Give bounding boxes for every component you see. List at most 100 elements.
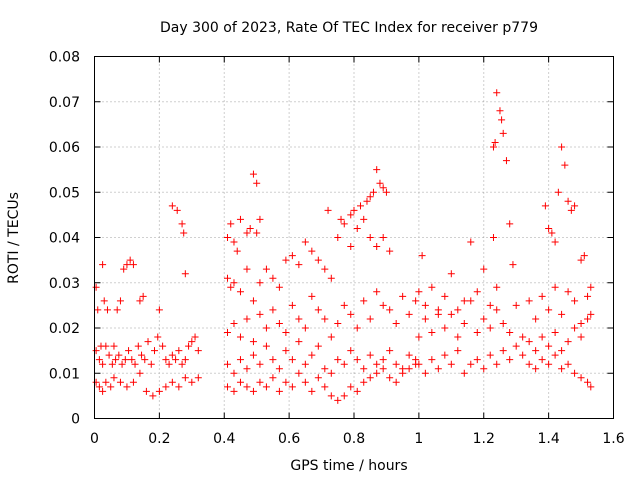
data-point — [340, 360, 348, 368]
data-point — [256, 360, 264, 368]
data-point — [386, 306, 394, 314]
data-point — [551, 329, 559, 337]
data-point — [415, 288, 423, 296]
data-point — [308, 351, 316, 359]
data-point — [92, 283, 100, 291]
data-point — [147, 360, 155, 368]
data-point — [321, 315, 329, 323]
data-point — [340, 301, 348, 309]
data-point — [366, 193, 374, 201]
data-point — [155, 306, 163, 314]
data-point — [172, 356, 180, 364]
data-point — [473, 329, 481, 337]
data-point — [571, 202, 579, 210]
data-point — [577, 256, 585, 264]
data-point — [509, 261, 517, 269]
data-point — [142, 387, 150, 395]
data-point — [149, 392, 157, 400]
data-point — [405, 310, 413, 318]
data-point — [334, 396, 342, 404]
data-point — [110, 374, 118, 382]
data-point — [538, 356, 546, 364]
data-point — [498, 116, 506, 124]
data-point — [269, 356, 277, 364]
data-point — [141, 356, 149, 364]
data-point — [551, 283, 559, 291]
data-point — [275, 387, 283, 395]
data-point — [128, 356, 136, 364]
data-point — [178, 220, 186, 228]
data-point — [418, 252, 426, 260]
data-point — [191, 333, 199, 341]
data-point — [253, 179, 261, 187]
data-point — [131, 360, 139, 368]
data-point — [405, 351, 413, 359]
data-point — [256, 310, 264, 318]
data-point — [499, 129, 507, 137]
data-point — [227, 220, 235, 228]
data-point — [275, 283, 283, 291]
data-point — [246, 224, 254, 232]
data-point — [421, 369, 429, 377]
data-point — [363, 197, 371, 205]
data-points — [92, 89, 595, 404]
data-point — [454, 306, 462, 314]
data-point — [428, 283, 436, 291]
data-point — [373, 288, 381, 296]
x-tick-label: 0.2 — [148, 431, 170, 447]
data-point — [360, 215, 368, 223]
data-point — [249, 297, 257, 305]
data-point — [262, 265, 270, 273]
data-point — [564, 288, 572, 296]
data-point — [99, 360, 107, 368]
data-point — [288, 252, 296, 260]
data-point — [282, 347, 290, 355]
data-point — [227, 283, 235, 291]
data-point — [577, 333, 585, 341]
data-point — [301, 238, 309, 246]
data-point — [95, 356, 103, 364]
data-point — [353, 224, 361, 232]
data-point — [538, 333, 546, 341]
data-point — [125, 347, 133, 355]
data-point — [467, 360, 475, 368]
data-point — [112, 356, 120, 364]
data-point — [541, 202, 549, 210]
data-point — [295, 261, 303, 269]
data-point — [580, 252, 588, 260]
data-point — [467, 297, 475, 305]
data-point — [360, 378, 368, 386]
data-point — [129, 261, 137, 269]
data-point — [347, 347, 355, 355]
data-point — [334, 319, 342, 327]
data-point — [373, 369, 381, 377]
y-tick-label: 0.05 — [49, 185, 80, 201]
data-point — [415, 360, 423, 368]
data-point — [262, 324, 270, 332]
y-tick-label: 0.02 — [49, 321, 80, 337]
y-tick-label: 0.06 — [49, 140, 80, 156]
data-point — [512, 342, 520, 350]
data-point — [249, 338, 257, 346]
data-point — [256, 378, 264, 386]
data-point — [564, 360, 572, 368]
data-point — [295, 338, 303, 346]
data-point — [103, 306, 111, 314]
data-point — [499, 347, 507, 355]
data-point — [551, 351, 559, 359]
data-point — [105, 351, 113, 359]
data-point — [405, 365, 413, 373]
data-point — [129, 378, 137, 386]
data-point — [386, 347, 394, 355]
data-point — [489, 234, 497, 241]
data-point — [392, 319, 400, 327]
data-point — [269, 274, 277, 282]
data-point — [412, 297, 420, 305]
data-point — [180, 229, 188, 237]
data-point — [428, 329, 436, 337]
data-point — [441, 351, 449, 359]
data-point — [295, 369, 303, 377]
data-point — [321, 383, 329, 391]
data-point — [366, 351, 374, 359]
